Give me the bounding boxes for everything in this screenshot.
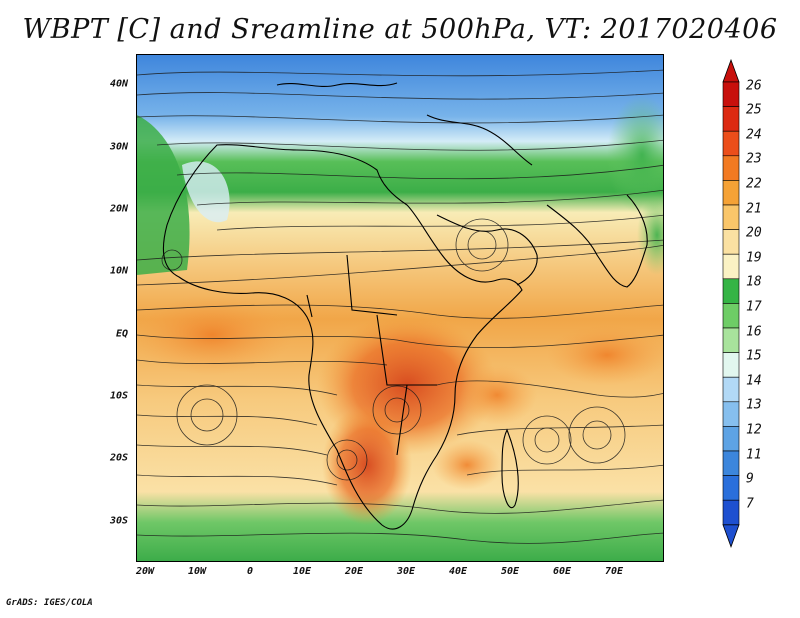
colorbar-label: 26 bbox=[746, 78, 762, 94]
colorbar-swatch bbox=[722, 450, 740, 476]
colorbar-label: 21 bbox=[746, 201, 762, 217]
colorbar-label: 20 bbox=[746, 225, 762, 241]
lon-label: 10E bbox=[292, 566, 312, 577]
colorbar-label: 23 bbox=[746, 151, 762, 167]
colorbar-swatch bbox=[722, 180, 740, 206]
colorbar-label: 7 bbox=[746, 496, 754, 512]
colorbar-label: 24 bbox=[746, 127, 762, 143]
lon-label: 0 bbox=[246, 566, 254, 577]
colorbar-label: 17 bbox=[746, 299, 762, 315]
colorbar-swatch bbox=[722, 499, 740, 526]
colorbar bbox=[722, 58, 740, 548]
colorbar-label: 22 bbox=[746, 176, 762, 192]
lat-label: 20N bbox=[109, 203, 128, 215]
footer-credit: GrADS: IGES/COLA bbox=[6, 598, 93, 608]
lat-label: 30S bbox=[109, 515, 128, 527]
lat-label: 20S bbox=[109, 452, 128, 464]
colorbar-swatch bbox=[722, 376, 740, 403]
colorbar-label: 19 bbox=[746, 250, 762, 266]
weather-map bbox=[136, 54, 664, 562]
colorbar-swatch bbox=[722, 475, 740, 501]
lon-label: 10W bbox=[187, 566, 207, 577]
colorbar-swatch bbox=[722, 155, 740, 181]
colorbar-label: 25 bbox=[746, 102, 762, 118]
colorbar-swatch bbox=[722, 106, 740, 132]
lat-label: 30N bbox=[109, 141, 128, 153]
colorbar-top-arrow bbox=[722, 58, 740, 83]
colorbar-swatch bbox=[722, 352, 740, 378]
colorbar-label: 12 bbox=[746, 422, 762, 438]
lon-label: 60E bbox=[552, 566, 572, 577]
lon-label: 20E bbox=[344, 566, 364, 577]
colorbar-label: 14 bbox=[746, 373, 762, 389]
colorbar-swatch bbox=[722, 253, 740, 280]
colorbar-label: 9 bbox=[746, 471, 754, 487]
colorbar-swatch bbox=[722, 327, 740, 353]
colorbar-label: 15 bbox=[746, 348, 762, 364]
colorbar-label: 11 bbox=[746, 447, 762, 463]
map-canvas bbox=[137, 55, 663, 561]
colorbar-swatch bbox=[722, 278, 740, 304]
lat-label: EQ bbox=[115, 328, 128, 340]
colorbar-label: 18 bbox=[746, 274, 762, 290]
colorbar-swatch bbox=[722, 426, 740, 452]
colorbar-swatch bbox=[722, 303, 740, 329]
colorbar-label: 16 bbox=[746, 324, 762, 340]
chart-title: WBPT [C] and Sreamline at 500hPa, VT: 20… bbox=[22, 14, 778, 45]
colorbar-label: 13 bbox=[746, 397, 762, 413]
colorbar-bottom-arrow bbox=[722, 524, 740, 548]
lat-label: 10N bbox=[109, 265, 128, 277]
colorbar-swatch bbox=[722, 204, 740, 230]
colorbar-swatch bbox=[722, 401, 740, 427]
lat-label: 10S bbox=[109, 390, 128, 402]
lon-label: 50E bbox=[500, 566, 520, 577]
colorbar-swatch bbox=[722, 130, 740, 157]
lat-label: 40N bbox=[109, 78, 128, 90]
lon-label: 20W bbox=[135, 566, 155, 577]
lon-label: 40E bbox=[448, 566, 468, 577]
colorbar-swatch bbox=[722, 229, 740, 255]
lon-label: 30E bbox=[396, 566, 416, 577]
colorbar-swatch bbox=[722, 81, 740, 107]
lon-label: 70E bbox=[604, 566, 624, 577]
